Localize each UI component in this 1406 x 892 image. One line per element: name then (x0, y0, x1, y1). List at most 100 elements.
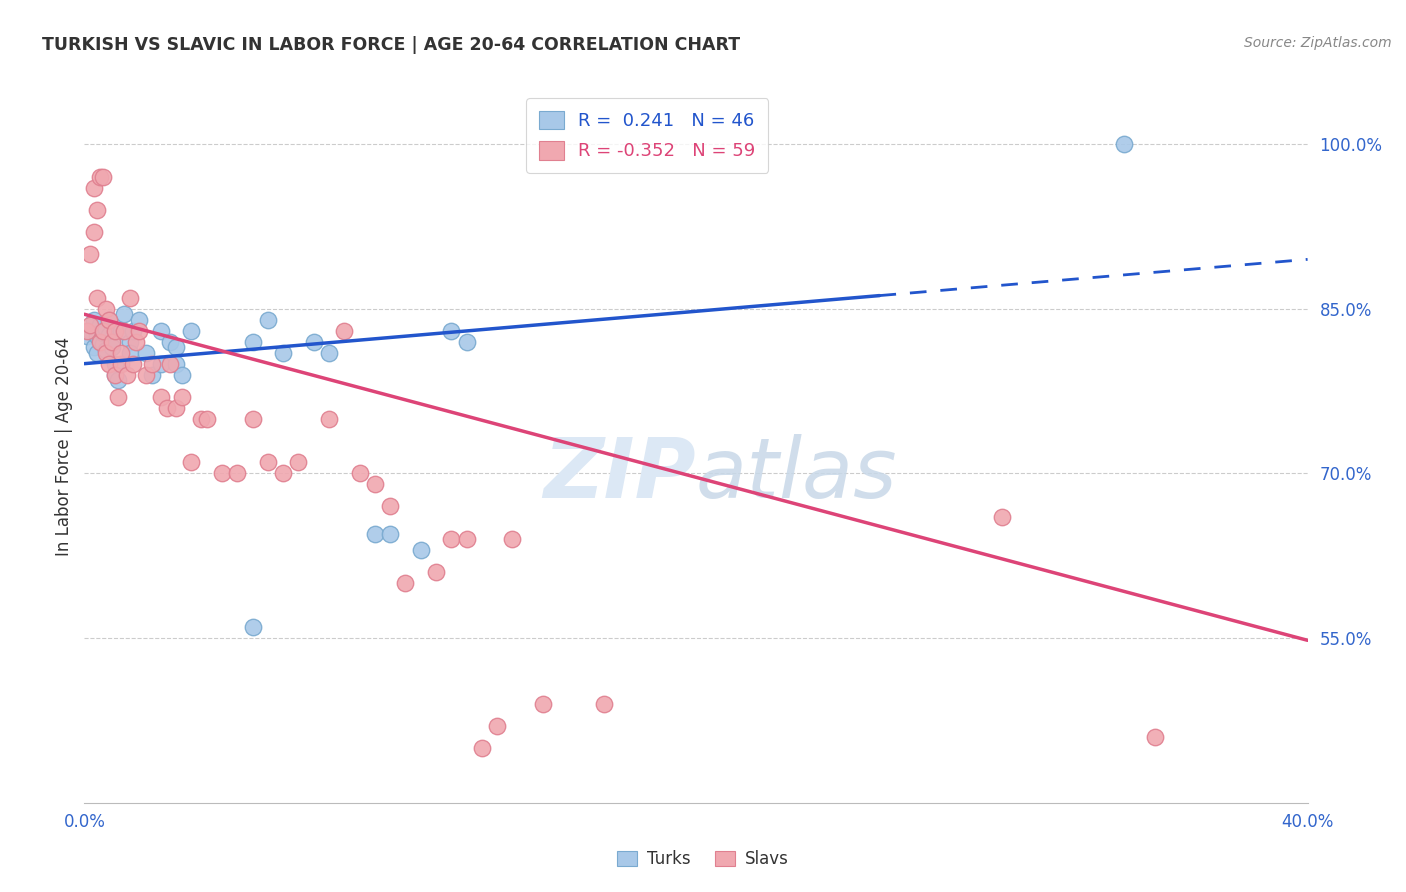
Point (165, 340, 187, 354)
Point (409, 543, 432, 558)
Point (593, 697, 616, 711)
Point (97, 312, 120, 326)
Point (86, 291, 108, 305)
Point (471, 740, 494, 755)
Point (211, 467, 233, 481)
Legend: Turks, Slavs: Turks, Slavs (610, 844, 796, 875)
Point (333, 324, 356, 338)
Point (135, 368, 157, 382)
Point (104, 368, 127, 382)
Point (91, 324, 114, 338)
Point (89, 169, 111, 184)
Point (271, 345, 294, 359)
Point (79, 247, 101, 261)
Point (120, 345, 142, 359)
Point (135, 345, 157, 359)
Point (502, 533, 524, 547)
Point (110, 324, 132, 338)
Point (159, 357, 181, 371)
Point (257, 312, 280, 326)
Point (101, 340, 124, 354)
Point (159, 334, 181, 349)
Point (94, 343, 117, 358)
Point (456, 533, 478, 547)
Point (76, 324, 98, 338)
Point (122, 324, 145, 338)
Point (149, 357, 172, 371)
Point (440, 533, 463, 547)
Point (97, 357, 120, 371)
Point (226, 467, 249, 481)
Point (83, 340, 105, 354)
Point (172, 368, 194, 382)
Point (86, 345, 108, 359)
Point (242, 620, 264, 634)
Point (1143, 730, 1166, 744)
Point (195, 411, 218, 425)
Point (120, 291, 142, 305)
Point (128, 312, 150, 326)
Point (120, 334, 142, 349)
Text: Source: ZipAtlas.com: Source: ZipAtlas.com (1244, 36, 1392, 50)
Point (156, 401, 179, 415)
Point (89, 333, 111, 347)
Legend: R =  0.241   N = 46, R = -0.352   N = 59: R = 0.241 N = 46, R = -0.352 N = 59 (526, 98, 768, 173)
Text: atlas: atlas (696, 434, 897, 515)
Point (91, 326, 114, 340)
Point (242, 411, 264, 425)
Point (112, 324, 135, 338)
Point (149, 324, 172, 338)
Point (91, 337, 114, 351)
Point (991, 510, 1014, 524)
Point (165, 357, 187, 371)
Point (349, 467, 371, 481)
Point (83, 312, 105, 326)
Point (76, 329, 98, 343)
Text: ZIP: ZIP (543, 434, 696, 515)
Point (79, 324, 101, 338)
Point (141, 368, 163, 382)
Point (318, 411, 340, 425)
Point (271, 467, 294, 481)
Point (101, 334, 124, 349)
Point (425, 566, 447, 580)
Point (101, 334, 124, 349)
Point (125, 334, 148, 349)
Point (180, 455, 202, 469)
Point (242, 334, 264, 349)
Point (380, 500, 402, 514)
Point (380, 526, 402, 541)
Point (440, 324, 463, 338)
Point (149, 390, 172, 404)
Point (122, 357, 145, 371)
Point (364, 526, 387, 541)
Point (112, 307, 135, 321)
Point (1114, 137, 1136, 152)
Point (141, 357, 163, 371)
Point (531, 697, 554, 711)
Y-axis label: In Labor Force | Age 20-64: In Labor Force | Age 20-64 (55, 336, 73, 556)
Point (318, 345, 340, 359)
Point (190, 411, 212, 425)
Point (94, 345, 117, 359)
Point (83, 225, 105, 239)
Point (107, 390, 129, 404)
Point (89, 318, 111, 333)
Point (91, 169, 114, 184)
Point (115, 368, 138, 382)
Point (89, 334, 111, 349)
Point (86, 202, 108, 217)
Point (104, 368, 127, 382)
Point (86, 329, 108, 343)
Point (456, 334, 478, 349)
Point (257, 455, 280, 469)
Point (165, 401, 187, 415)
Point (79, 318, 101, 333)
Point (302, 334, 325, 349)
Point (97, 312, 120, 326)
Point (287, 455, 309, 469)
Point (94, 301, 117, 316)
Point (83, 181, 105, 195)
Point (486, 719, 509, 733)
Point (104, 357, 127, 371)
